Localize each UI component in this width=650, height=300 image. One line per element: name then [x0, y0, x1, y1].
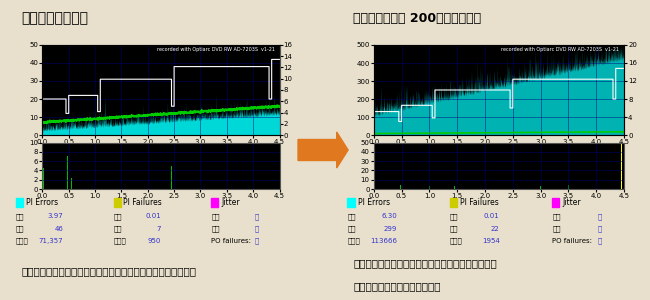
- Text: 71,357: 71,357: [39, 238, 63, 244]
- Bar: [450, 198, 457, 207]
- Text: 平均: 平均: [211, 213, 220, 220]
- Text: 合計：: 合計：: [114, 238, 126, 244]
- Text: 平均: 平均: [552, 213, 561, 220]
- Text: 平均: 平均: [16, 213, 24, 220]
- Text: －: －: [597, 225, 602, 232]
- Text: 7: 7: [157, 226, 161, 232]
- Text: 平均: 平均: [450, 213, 458, 220]
- Text: －: －: [255, 213, 259, 220]
- Text: 最大: 最大: [552, 225, 561, 232]
- Text: PI Failures: PI Failures: [124, 198, 162, 207]
- Text: 高品質記録時には及ばないものの、低エラーレートで書込み。: 高品質記録時には及ばないものの、低エラーレートで書込み。: [21, 266, 196, 277]
- Text: PO failures:: PO failures:: [552, 238, 592, 244]
- Bar: [552, 198, 560, 207]
- Text: PI Failures: PI Failures: [460, 198, 499, 207]
- Text: 3.97: 3.97: [47, 214, 63, 220]
- Text: －: －: [255, 238, 259, 244]
- Text: 6.30: 6.30: [382, 214, 397, 220]
- Text: Jitter: Jitter: [562, 198, 581, 207]
- Text: －: －: [597, 213, 602, 220]
- Text: 平均: 平均: [114, 213, 122, 220]
- Text: 最大: 最大: [114, 225, 122, 232]
- Text: 合計：: 合計：: [450, 238, 463, 244]
- Text: Jitter: Jitter: [221, 198, 240, 207]
- Text: 最大: 最大: [347, 225, 356, 232]
- Text: 平均: 平均: [347, 213, 356, 220]
- Text: 合計：: 合計：: [16, 238, 29, 244]
- Text: 合計：: 合計：: [347, 238, 360, 244]
- Text: －: －: [255, 225, 259, 232]
- Text: ＜通常記録直後＞: ＜通常記録直後＞: [21, 11, 88, 25]
- Text: recorded with Optiarc DVD RW AD-7203S  v1-21: recorded with Optiarc DVD RW AD-7203S v1…: [501, 47, 619, 52]
- Text: recorded with Optiarc DVD RW AD-7203S  v1-21: recorded with Optiarc DVD RW AD-7203S v1…: [157, 47, 275, 52]
- Text: 0.01: 0.01: [146, 214, 161, 220]
- Text: PI Errors: PI Errors: [25, 198, 58, 207]
- Text: 最大: 最大: [16, 225, 24, 232]
- Text: 950: 950: [148, 238, 161, 244]
- Text: 113666: 113666: [370, 238, 397, 244]
- Text: 1954: 1954: [482, 238, 499, 244]
- Bar: [114, 198, 121, 207]
- Text: 299: 299: [384, 226, 397, 232]
- Bar: [16, 198, 23, 207]
- Bar: [347, 198, 355, 207]
- Text: 通常記録では、時間が経つとエラーレートが上昇。: 通常記録では、時間が経つとエラーレートが上昇。: [354, 258, 497, 268]
- Text: 最大: 最大: [450, 225, 458, 232]
- FancyArrow shape: [298, 132, 348, 168]
- Text: 46: 46: [55, 226, 63, 232]
- Text: 読み込み品質が低下している。: 読み込み品質が低下している。: [354, 281, 441, 291]
- Text: ＜高温保存試験 200時間経過後＞: ＜高温保存試験 200時間経過後＞: [354, 11, 482, 25]
- Text: 22: 22: [491, 226, 499, 232]
- Text: 0.01: 0.01: [484, 214, 499, 220]
- Text: －: －: [597, 238, 602, 244]
- Text: PI Errors: PI Errors: [358, 198, 390, 207]
- Text: 最大: 最大: [211, 225, 220, 232]
- Text: PO failures:: PO failures:: [211, 238, 252, 244]
- Bar: [211, 198, 218, 207]
- Bar: [621, 142, 622, 189]
